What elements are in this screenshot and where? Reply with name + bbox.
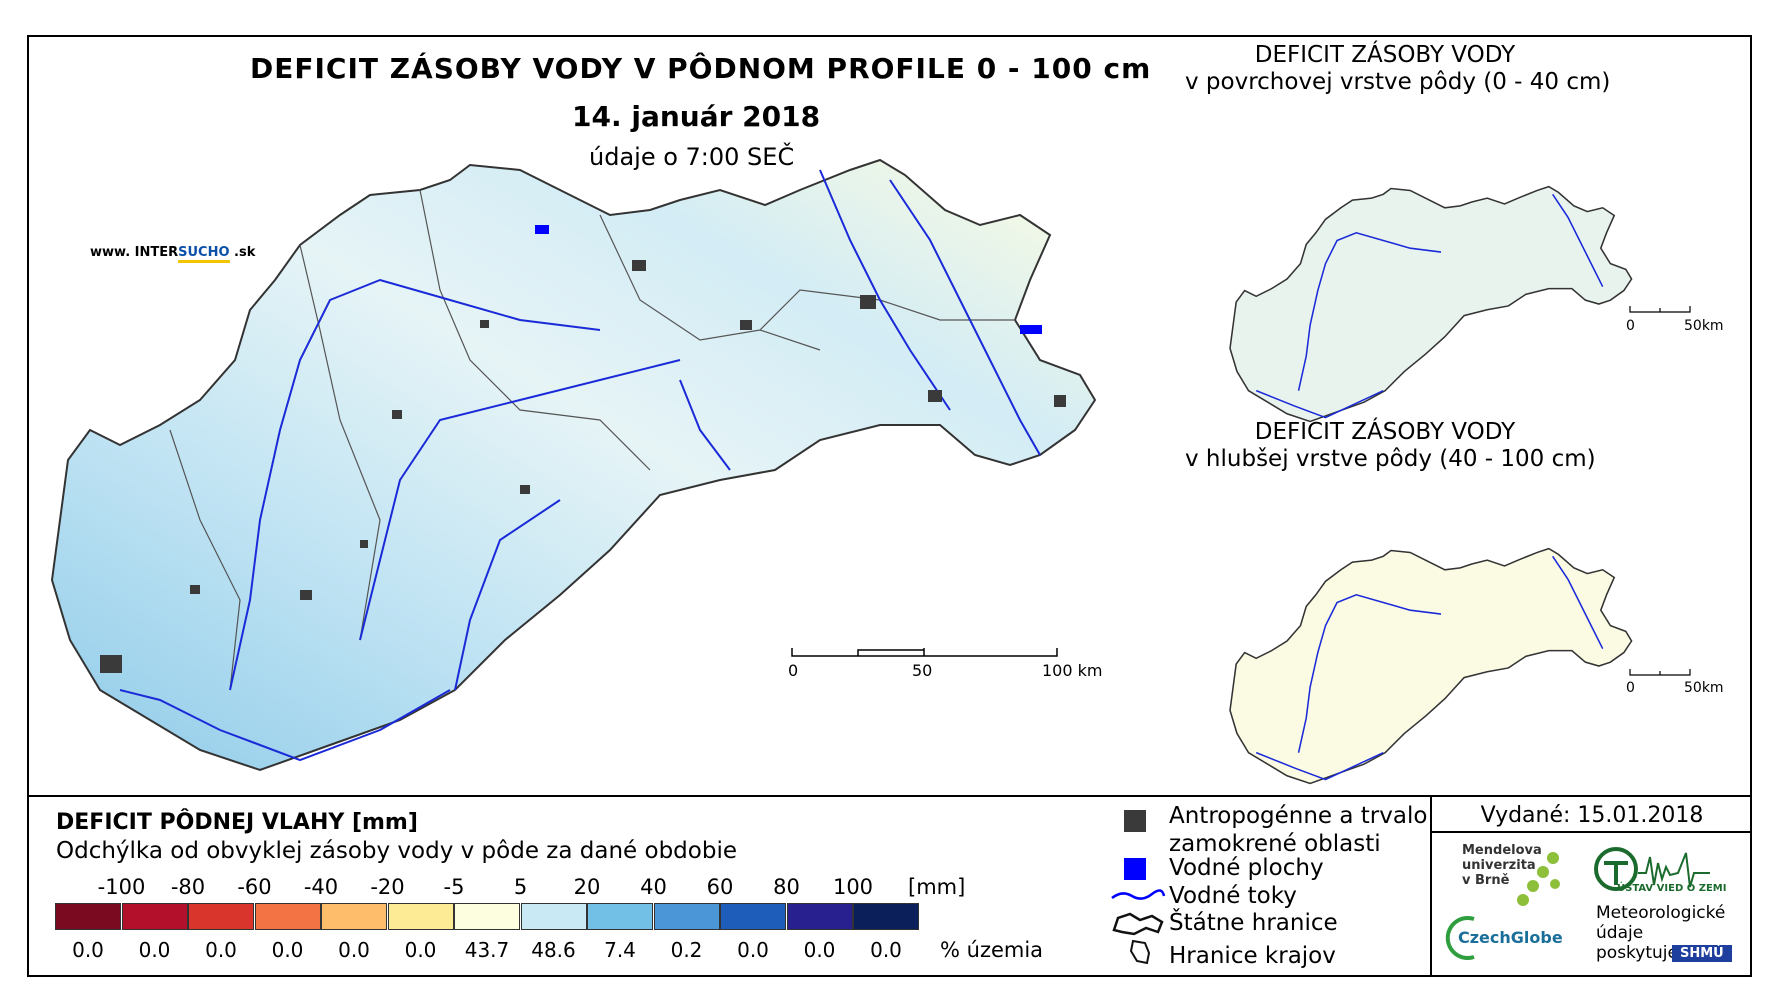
legend-tick: -20	[370, 875, 405, 899]
legend-swatch	[720, 903, 786, 930]
urban-areas	[100, 260, 1066, 673]
inset2-scalebar-0: 0	[1626, 680, 1635, 696]
inset1-scalebar-50: 50km	[1684, 318, 1724, 334]
inset1-subtitle: v povrchovej vrstve pôdy (0 - 40 cm)	[1185, 69, 1611, 95]
legend-swatch	[520, 903, 587, 930]
legend-tick: -100	[97, 875, 146, 899]
urban-area-symbol	[1124, 810, 1146, 832]
legend-tick: 60	[706, 875, 734, 899]
legend-swatch	[55, 903, 121, 930]
legend-percentage: 48.6	[531, 938, 576, 962]
legend-percentage: 0.0	[404, 938, 437, 962]
legend-percentage: 0.2	[670, 938, 703, 962]
logo-divider	[1430, 795, 1432, 977]
ustav-logo-text: ÚSTAV VIED O ZEMI	[1617, 883, 1727, 894]
inset-map-surface	[1229, 185, 1633, 423]
legend-water-label: Vodné plochy	[1169, 855, 1324, 881]
legend-tick: 20	[573, 875, 601, 899]
inset1-scalebar-0: 0	[1626, 318, 1635, 334]
inset2-title: DEFICIT ZÁSOBY VODY	[1254, 419, 1516, 445]
legend-urban-label2: zamokrené oblasti	[1169, 831, 1381, 857]
inset2-subtitle: v hlubšej vrstve pôdy (40 - 100 cm)	[1185, 446, 1596, 472]
legend-tick: 5	[513, 875, 528, 899]
legend-swatch	[254, 903, 321, 930]
data-time: údaje o 7:00 SEČ	[589, 143, 795, 171]
legend-percentage: 0.0	[870, 938, 902, 962]
legend-swatch	[387, 903, 454, 930]
legend-percentage: 0.0	[803, 938, 836, 962]
legend-divider	[27, 795, 1752, 797]
inset-map-deep	[1229, 547, 1633, 785]
legend-swatch	[653, 903, 720, 930]
inset2-scalebar-50: 50km	[1684, 680, 1724, 696]
inset2-scalebar	[1629, 669, 1691, 676]
legend-percentage: 0.0	[737, 938, 769, 962]
legend-pct-unit: % územia	[940, 938, 1044, 962]
legend-tick: -40	[303, 875, 339, 899]
czechglobe-arc-icon	[1445, 916, 1475, 960]
legend-percentage: 43.7	[464, 938, 510, 962]
legend-subtitle: Odchýlka od obvyklej zásoby vody v pôde …	[56, 838, 737, 864]
legend-state-border-label: Štátne hranice	[1169, 910, 1338, 936]
legend-swatch	[321, 903, 387, 930]
legend-percentage: 7.4	[604, 938, 636, 962]
inset1-title: DEFICIT ZÁSOBY VODY	[1254, 42, 1516, 68]
inset1-scalebar	[1629, 306, 1691, 313]
map-title: DEFICIT ZÁSOBY VODY V PÔDNOM PROFILE 0 -…	[250, 52, 1152, 85]
mendel-dots-icon	[1517, 852, 1560, 906]
legend-swatch	[454, 903, 520, 930]
legend-unit: [mm]	[908, 875, 966, 899]
legend-percentage: 0.0	[271, 938, 304, 962]
legend-percentage: 0.0	[338, 938, 370, 962]
map-frame	[27, 35, 1752, 977]
legend-swatch	[587, 903, 653, 930]
mendel-logo-text: Mendelova univerzita v Brně	[1462, 843, 1542, 888]
water-bodies	[535, 225, 1042, 334]
slovakia-outline	[50, 158, 1097, 772]
legend-region-border-label: Hranice krajov	[1169, 943, 1336, 969]
legend-swatch	[853, 903, 919, 930]
ustav-logo-icon	[1594, 847, 1710, 891]
river-line-icon	[1111, 889, 1166, 900]
legend-swatch	[188, 903, 254, 930]
region-border-icon	[1129, 939, 1151, 965]
main-scalebar-100: 100 km	[1042, 661, 1102, 680]
main-scalebar-50: 50	[912, 661, 932, 680]
legend-tick: 100	[832, 875, 874, 899]
main-scalebar	[791, 648, 1058, 657]
legend-swatch	[121, 903, 188, 930]
legend-title: DEFICIT PÔDNEJ VLAHY [mm]	[56, 810, 418, 835]
water-body-symbol	[1124, 858, 1146, 880]
website-brand[interactable]: www. INTERSUCHO .sk	[90, 245, 255, 263]
legend-percentage: 0.0	[138, 938, 171, 962]
issued-date: Vydané: 15.01.2018	[1480, 803, 1704, 828]
legend-percentage: 0.0	[72, 938, 104, 962]
rivers	[119, 169, 1041, 762]
legend-river-label: Vodné toky	[1169, 883, 1297, 909]
legend-tick: -80	[170, 875, 206, 899]
map-date: 14. január 2018	[572, 100, 821, 133]
state-border-icon	[1112, 912, 1164, 936]
legend-percentage: 0.0	[205, 938, 237, 962]
czechglobe-logo: CzechGlobe	[1458, 928, 1563, 947]
main-scalebar-0: 0	[788, 661, 798, 680]
legend-tick: 80	[773, 875, 800, 899]
legend-urban-label: Antropogénne a trvalo	[1169, 803, 1428, 829]
legend-tick: -5	[443, 875, 465, 899]
legend-swatch	[786, 903, 853, 930]
issued-divider	[1430, 831, 1752, 833]
legend-tick: -60	[237, 875, 272, 899]
meteo-provider-text: Meteorologické údaje poskytuje:	[1596, 903, 1726, 963]
legend-tick: 40	[640, 875, 667, 899]
shmu-logo: SHMÚ	[1672, 945, 1732, 962]
